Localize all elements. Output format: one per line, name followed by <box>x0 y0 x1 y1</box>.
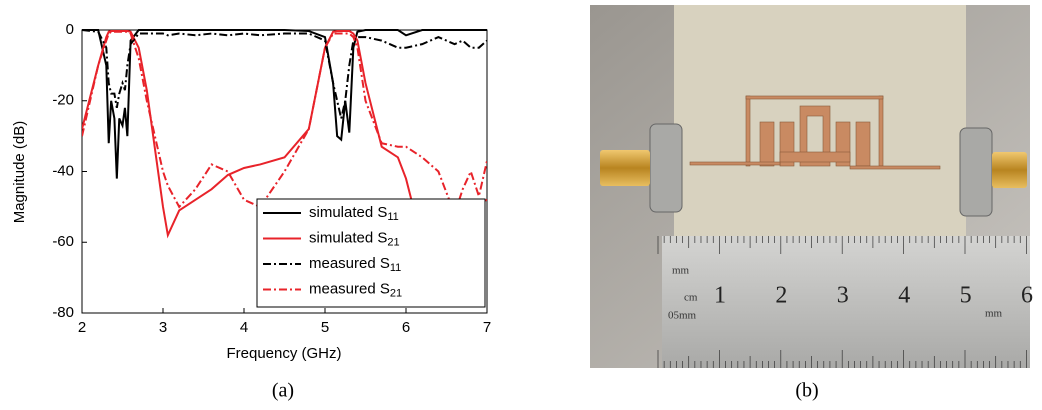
series-line <box>82 30 487 217</box>
ruler-number: 5 <box>960 283 972 309</box>
y-tick-label: -20 <box>52 92 74 109</box>
x-tick-label: 5 <box>321 319 329 336</box>
caption: (a) <box>272 380 294 402</box>
ruler-number: 4 <box>898 283 910 309</box>
x-tick-label: 7 <box>483 319 491 336</box>
y-tick-label: 0 <box>66 21 74 38</box>
ruler-number: 2 <box>775 283 787 309</box>
photo: mm cm 05mm mm <box>590 5 1030 368</box>
x-tick-label: 6 <box>402 319 410 336</box>
ruler-unit: mm <box>672 265 690 277</box>
series-line <box>82 29 487 179</box>
legend-label: measured S11 <box>309 255 401 274</box>
series-line <box>82 29 487 119</box>
legend-label: simulated S21 <box>309 229 400 248</box>
x-tick-label: 2 <box>78 319 86 336</box>
y-tick-label: -40 <box>52 162 74 179</box>
y-tick-label: -60 <box>52 233 74 250</box>
y-axis-label: Magnitude (dB) <box>11 121 28 224</box>
ruler-unit: cm <box>684 292 698 304</box>
legend-label: simulated S11 <box>309 204 399 223</box>
caption: (b) <box>795 380 818 402</box>
ruler-number: 1 <box>714 283 726 309</box>
ruler-number: 3 <box>837 283 849 309</box>
x-tick-label: 3 <box>159 319 167 336</box>
x-tick-label: 4 <box>240 319 248 336</box>
ruler-unit: 05mm <box>668 310 697 322</box>
ruler-unit: mm <box>985 308 1003 320</box>
ruler-number: 6 <box>1021 283 1033 309</box>
y-tick-label: -80 <box>52 304 74 321</box>
legend-label: measured S21 <box>309 280 402 299</box>
x-axis-label: Frequency (GHz) <box>226 345 341 362</box>
